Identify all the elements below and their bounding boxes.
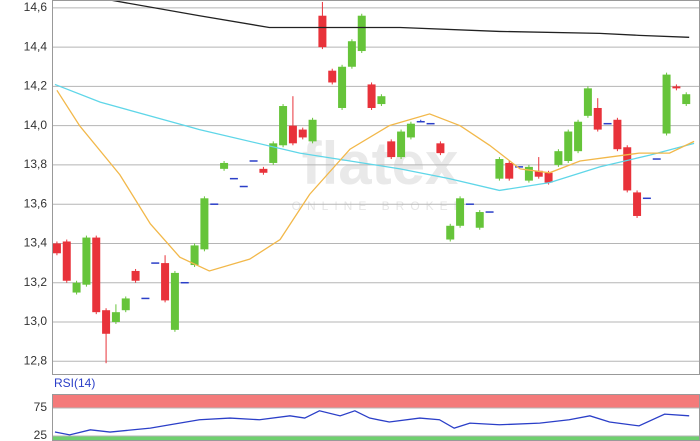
y-tick-label: 13,8 bbox=[24, 157, 48, 171]
candle-body bbox=[583, 88, 592, 116]
candle-body bbox=[161, 263, 170, 301]
candle-body bbox=[623, 147, 632, 191]
candle-body bbox=[121, 298, 130, 311]
watermark: flatex bbox=[302, 130, 459, 197]
candle-body bbox=[367, 84, 376, 108]
candle-body bbox=[338, 66, 347, 108]
candle-body bbox=[298, 129, 307, 138]
candle-body bbox=[524, 166, 533, 181]
candle-body bbox=[475, 212, 484, 228]
panel-title: RSI(14) bbox=[54, 376, 95, 390]
watermark-sub: ONLINE BROKER bbox=[292, 199, 469, 213]
band bbox=[52, 394, 700, 408]
y-tick-label: 13,4 bbox=[24, 236, 48, 250]
candle-body bbox=[328, 70, 337, 83]
candle-body bbox=[554, 151, 563, 165]
y-tick-label: 14,2 bbox=[24, 79, 48, 93]
candle-body bbox=[495, 159, 504, 179]
candle-body bbox=[534, 170, 543, 177]
y-tick-label: 14,6 bbox=[24, 0, 48, 14]
candle-body bbox=[200, 198, 209, 250]
candle-body bbox=[62, 241, 71, 281]
y-tick-label: 14,0 bbox=[24, 118, 48, 132]
candle-body bbox=[279, 106, 288, 146]
candle-body bbox=[308, 119, 317, 142]
candle-body bbox=[82, 237, 91, 285]
series-line bbox=[54, 410, 690, 436]
candle-body bbox=[436, 143, 445, 154]
y-tick-label: 25 bbox=[34, 428, 48, 441]
axes: 14,6 14,4 14,2 14,0 13,8 13,6 13,4 13,2 13,0 12,8… bbox=[24, 0, 700, 441]
candle-body bbox=[574, 121, 583, 152]
candle-body bbox=[190, 245, 199, 266]
y-tick-label: 13,0 bbox=[24, 314, 48, 328]
candle-body bbox=[52, 243, 61, 254]
candle-body bbox=[633, 192, 642, 216]
candle-body bbox=[446, 225, 455, 240]
candle-body bbox=[131, 270, 140, 281]
candle-body bbox=[682, 94, 691, 105]
candle-body bbox=[397, 131, 406, 158]
candle-body bbox=[593, 107, 602, 130]
candle-body bbox=[220, 162, 229, 169]
rsi-plot bbox=[52, 394, 700, 441]
candle-body bbox=[170, 272, 179, 330]
candle-body bbox=[72, 282, 81, 293]
candle-body bbox=[377, 96, 386, 105]
candle-body bbox=[318, 15, 327, 48]
candle-body bbox=[357, 15, 366, 52]
candle-body bbox=[456, 198, 465, 226]
y-tick-label: 75 bbox=[34, 400, 48, 414]
candle-body bbox=[347, 41, 356, 67]
candle-body bbox=[564, 131, 573, 161]
main-plot bbox=[52, 0, 700, 364]
y-tick-label: 12,8 bbox=[24, 353, 48, 367]
candle-body bbox=[662, 74, 671, 134]
y-tick-label: 13,6 bbox=[24, 196, 48, 210]
series-line bbox=[109, 0, 690, 38]
candle-body bbox=[288, 125, 297, 144]
y-tick-label: 13,2 bbox=[24, 275, 48, 289]
candle-body bbox=[102, 310, 111, 334]
band bbox=[52, 435, 700, 441]
candle-body bbox=[544, 172, 553, 183]
candle-body bbox=[92, 237, 101, 313]
candle-body bbox=[387, 141, 396, 158]
candle-body bbox=[259, 168, 268, 173]
candle-body bbox=[406, 123, 415, 138]
candle-body bbox=[672, 86, 681, 89]
candle-body bbox=[505, 162, 514, 179]
y-tick-label: 14,4 bbox=[24, 39, 48, 53]
candle-body bbox=[269, 143, 278, 163]
candle-body bbox=[613, 119, 622, 150]
candle-body bbox=[111, 312, 120, 322]
series-line bbox=[56, 89, 695, 272]
series-line bbox=[54, 83, 695, 192]
